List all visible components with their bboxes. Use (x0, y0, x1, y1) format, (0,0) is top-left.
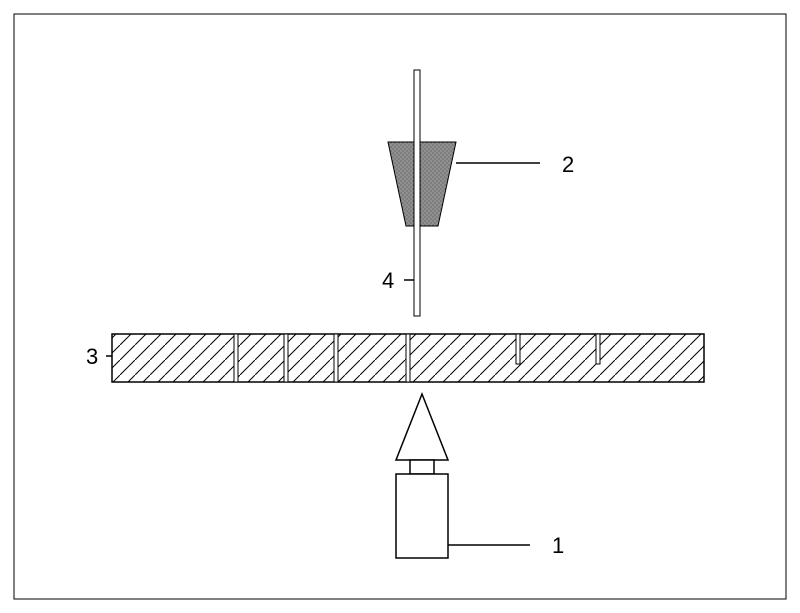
diagram-canvas: 2 4 3 1 (0, 0, 800, 613)
label-3: 3 (86, 344, 98, 369)
label-2: 2 (562, 152, 574, 177)
cone-top (388, 142, 456, 226)
vertical-rod-front (414, 70, 420, 316)
label-4: 4 (382, 268, 394, 293)
label-1: 1 (552, 533, 564, 558)
spray-nozzle (396, 394, 448, 558)
